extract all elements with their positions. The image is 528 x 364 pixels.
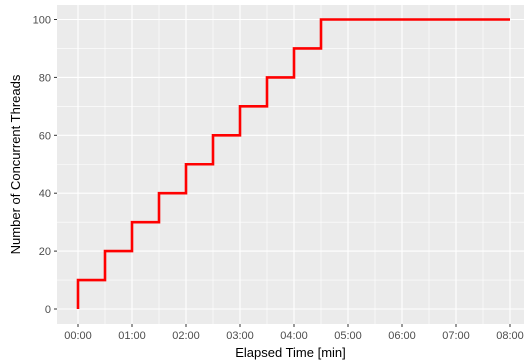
major-gridlines [57, 5, 524, 324]
x-tick-label: 06:00 [388, 330, 416, 342]
x-axis-title: Elapsed Time [min] [235, 345, 346, 360]
x-tick-label: 00:00 [64, 330, 92, 342]
series-layer [76, 18, 510, 309]
x-tick-label: 07:00 [442, 330, 470, 342]
y-tick-label: 40 [39, 188, 51, 200]
x-tick-label: 04:00 [280, 330, 308, 342]
y-tick-label: 100 [33, 15, 51, 27]
x-tick-label: 08:00 [496, 330, 524, 342]
x-axis-ticks: 00:00 01:00 02:00 03:00 04:00 05:00 06:00 07:00… [64, 324, 524, 342]
y-tick-label: 60 [39, 130, 51, 142]
y-tick-label: 20 [39, 246, 51, 258]
series-line [76, 18, 510, 309]
x-tick-label: 03:00 [226, 330, 254, 342]
y-axis-ticks: 0 20 40 60 80 100 [33, 15, 57, 316]
y-tick-label: 80 [39, 72, 51, 84]
x-tick-label: 01:00 [118, 330, 146, 342]
y-axis-title: Number of Concurrent Threads [8, 74, 23, 254]
x-tick-label: 05:00 [334, 330, 362, 342]
y-tick-label: 0 [45, 304, 51, 316]
x-tick-label: 02:00 [172, 330, 200, 342]
